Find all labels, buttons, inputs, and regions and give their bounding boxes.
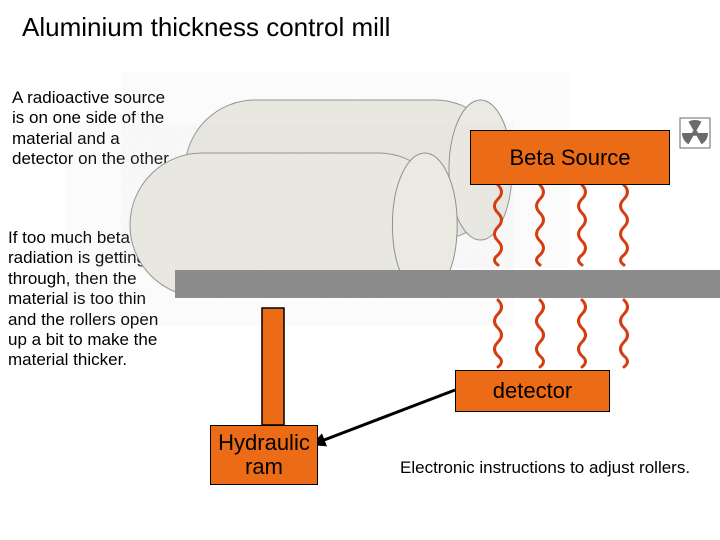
aluminium-sheet (175, 270, 720, 298)
radiation-icon (680, 118, 710, 148)
bottom-caption: Electronic instructions to adjust roller… (400, 458, 690, 478)
beta-source-box: Beta Source (470, 130, 670, 185)
hydraulic-ram-label: Hydraulic ram (211, 431, 317, 479)
beta-waves-top (495, 185, 628, 265)
beta-source-label: Beta Source (509, 145, 630, 171)
beta-waves-bottom (495, 300, 628, 367)
hydraulic-ram-box: Hydraulic ram (210, 425, 318, 485)
hydraulic-rod (262, 308, 284, 425)
detector-box: detector (455, 370, 610, 412)
arrow-detector-to-ram (311, 390, 455, 446)
detector-label: detector (493, 378, 573, 404)
